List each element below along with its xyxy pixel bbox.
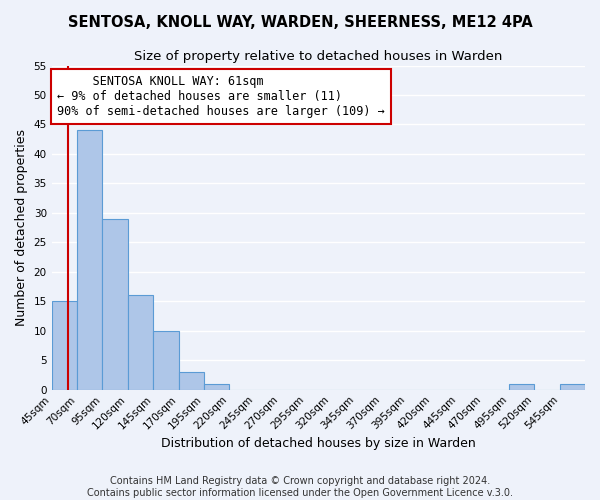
- Bar: [128, 296, 153, 390]
- Bar: [153, 331, 179, 390]
- Bar: [52, 302, 77, 390]
- Bar: [179, 372, 204, 390]
- Text: SENTOSA, KNOLL WAY, WARDEN, SHEERNESS, ME12 4PA: SENTOSA, KNOLL WAY, WARDEN, SHEERNESS, M…: [68, 15, 532, 30]
- Bar: [560, 384, 585, 390]
- Bar: [77, 130, 103, 390]
- Bar: [509, 384, 534, 390]
- Bar: [103, 219, 128, 390]
- Bar: [204, 384, 229, 390]
- Text: SENTOSA KNOLL WAY: 61sqm
← 9% of detached houses are smaller (11)
90% of semi-de: SENTOSA KNOLL WAY: 61sqm ← 9% of detache…: [57, 76, 385, 118]
- Y-axis label: Number of detached properties: Number of detached properties: [15, 129, 28, 326]
- X-axis label: Distribution of detached houses by size in Warden: Distribution of detached houses by size …: [161, 437, 476, 450]
- Title: Size of property relative to detached houses in Warden: Size of property relative to detached ho…: [134, 50, 503, 63]
- Text: Contains HM Land Registry data © Crown copyright and database right 2024.
Contai: Contains HM Land Registry data © Crown c…: [87, 476, 513, 498]
